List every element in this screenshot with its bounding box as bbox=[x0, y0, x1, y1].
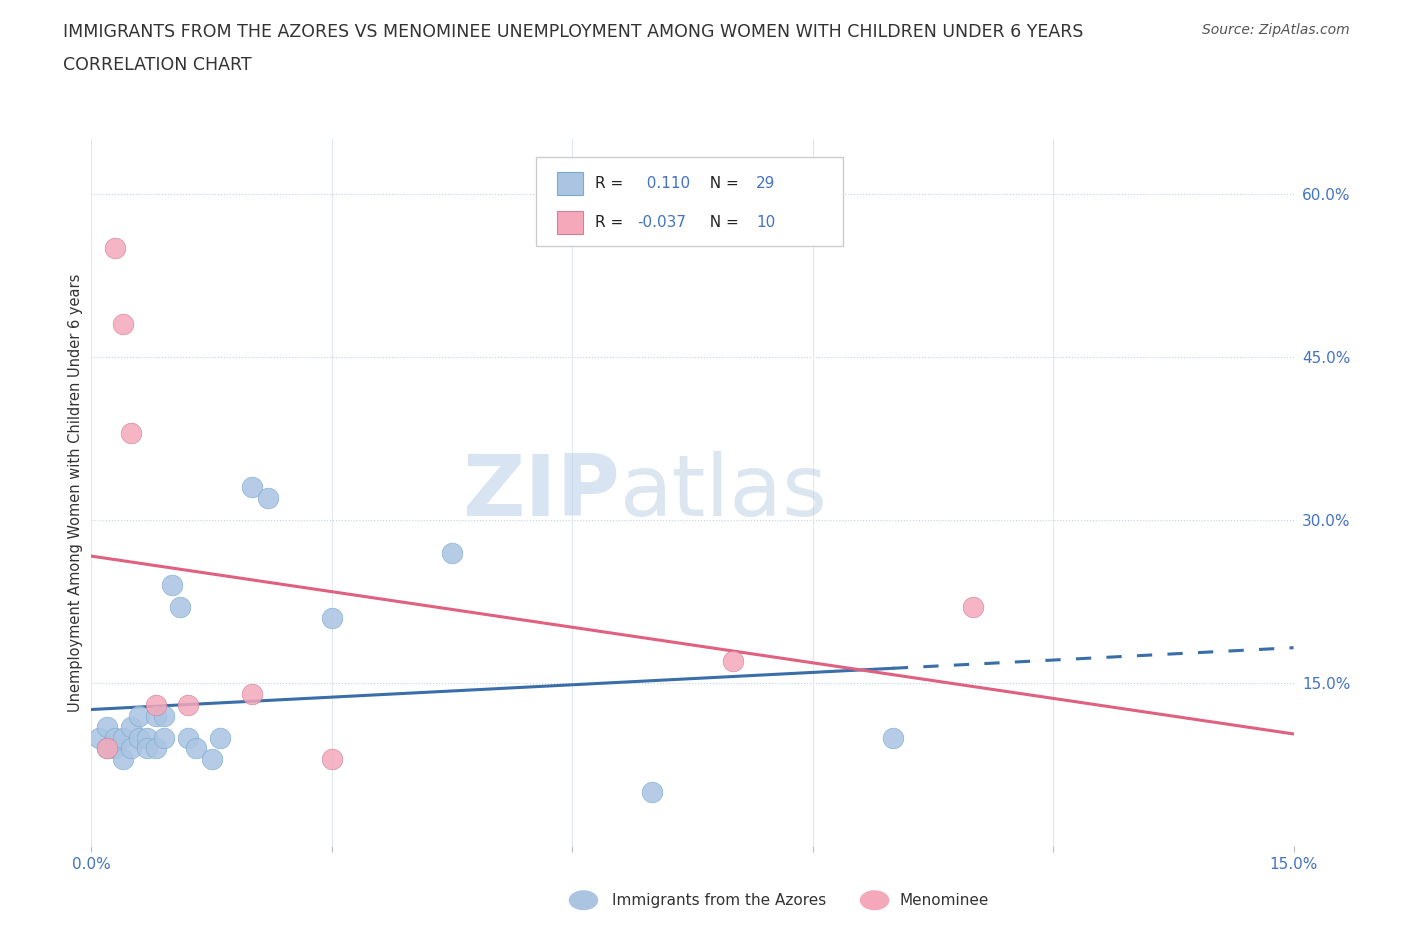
Point bbox=[104, 730, 127, 745]
Point bbox=[121, 741, 143, 756]
Point bbox=[321, 751, 343, 766]
Text: R =: R = bbox=[595, 215, 628, 230]
Point bbox=[176, 698, 198, 712]
Text: N =: N = bbox=[700, 215, 744, 230]
Point bbox=[440, 545, 463, 560]
Text: Immigrants from the Azores: Immigrants from the Azores bbox=[612, 893, 825, 908]
Point bbox=[121, 426, 143, 441]
Point bbox=[240, 480, 263, 495]
Text: 29: 29 bbox=[756, 176, 776, 191]
FancyBboxPatch shape bbox=[557, 172, 583, 195]
Text: Menominee: Menominee bbox=[900, 893, 990, 908]
Point bbox=[184, 741, 207, 756]
Point bbox=[96, 741, 118, 756]
Text: IMMIGRANTS FROM THE AZORES VS MENOMINEE UNEMPLOYMENT AMONG WOMEN WITH CHILDREN U: IMMIGRANTS FROM THE AZORES VS MENOMINEE … bbox=[63, 23, 1084, 41]
FancyBboxPatch shape bbox=[557, 211, 583, 233]
FancyBboxPatch shape bbox=[536, 157, 842, 246]
Point bbox=[152, 709, 174, 724]
Y-axis label: Unemployment Among Women with Children Under 6 years: Unemployment Among Women with Children U… bbox=[67, 273, 83, 712]
Text: ZIP: ZIP bbox=[463, 451, 620, 535]
Text: 10: 10 bbox=[756, 215, 776, 230]
Point bbox=[112, 751, 135, 766]
Point bbox=[641, 785, 664, 800]
Text: R =: R = bbox=[595, 176, 628, 191]
Point bbox=[160, 578, 183, 592]
Point bbox=[128, 709, 150, 724]
Point bbox=[176, 730, 198, 745]
Point bbox=[112, 317, 135, 332]
Text: atlas: atlas bbox=[620, 451, 828, 535]
Point bbox=[240, 686, 263, 701]
Point bbox=[96, 741, 118, 756]
Text: N =: N = bbox=[700, 176, 744, 191]
Point bbox=[152, 730, 174, 745]
Point bbox=[208, 730, 231, 745]
Text: 0.110: 0.110 bbox=[637, 176, 690, 191]
Point bbox=[136, 741, 159, 756]
Point bbox=[321, 610, 343, 625]
Point bbox=[104, 741, 127, 756]
Point bbox=[201, 751, 224, 766]
Point bbox=[89, 730, 111, 745]
Point bbox=[962, 600, 984, 615]
Text: CORRELATION CHART: CORRELATION CHART bbox=[63, 56, 252, 73]
Point bbox=[112, 730, 135, 745]
Point bbox=[96, 719, 118, 734]
Point bbox=[104, 241, 127, 256]
Point bbox=[169, 600, 191, 615]
Point bbox=[121, 719, 143, 734]
Point bbox=[882, 730, 904, 745]
Point bbox=[256, 491, 278, 506]
Text: -0.037: -0.037 bbox=[637, 215, 686, 230]
Point bbox=[145, 709, 167, 724]
Point bbox=[721, 654, 744, 669]
Text: Source: ZipAtlas.com: Source: ZipAtlas.com bbox=[1202, 23, 1350, 37]
Point bbox=[136, 730, 159, 745]
Point bbox=[145, 698, 167, 712]
Point bbox=[128, 730, 150, 745]
Point bbox=[145, 741, 167, 756]
